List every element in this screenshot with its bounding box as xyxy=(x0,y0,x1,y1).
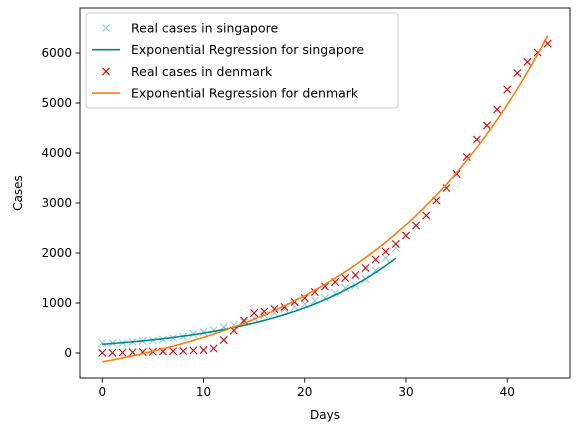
data-point xyxy=(442,184,451,192)
data-point xyxy=(108,348,117,357)
data-point xyxy=(523,58,532,66)
data-point xyxy=(462,153,471,161)
x-tick-label: 30 xyxy=(398,385,413,399)
chart-marks xyxy=(98,35,552,363)
data-point xyxy=(371,255,380,264)
data-point xyxy=(381,254,390,262)
y-tick-label: 3000 xyxy=(41,196,72,210)
legend-label: Exponential Regression for singapore xyxy=(131,42,364,57)
data-point xyxy=(381,247,390,256)
y-axis-title: Cases xyxy=(11,175,25,211)
data-point xyxy=(169,347,178,356)
data-point xyxy=(300,294,309,302)
data-point xyxy=(270,309,279,317)
legend-label: Real cases in denmark xyxy=(131,64,273,79)
data-point xyxy=(371,266,380,275)
y-tick-label: 5000 xyxy=(41,96,72,110)
data-point xyxy=(209,344,218,353)
y-tick-label: 1000 xyxy=(41,296,72,310)
data-point xyxy=(493,105,502,114)
axes: 0 10 20 30 40 0 1000 2000 3000 4000 5000 6000 xyxy=(41,7,571,399)
y-tick-label: 6000 xyxy=(41,46,72,60)
data-point xyxy=(219,336,228,344)
legend: Real cases in singapore Exponential Regre… xyxy=(85,12,399,109)
data-point xyxy=(250,309,259,317)
data-point xyxy=(199,346,208,354)
data-point xyxy=(351,271,360,279)
data-point xyxy=(422,211,431,220)
data-point xyxy=(472,135,481,144)
data-point xyxy=(341,274,350,282)
legend-label: Exponential Regression for denmark xyxy=(131,86,359,101)
y-tick-label: 0 xyxy=(64,346,72,360)
series-line xyxy=(102,35,549,363)
legend-marker xyxy=(102,67,110,76)
axes-frame xyxy=(79,7,571,379)
data-point xyxy=(321,282,329,291)
legend-box xyxy=(85,12,399,109)
data-point xyxy=(361,264,370,272)
data-point xyxy=(179,347,188,355)
data-point xyxy=(412,221,421,230)
data-point xyxy=(513,69,522,77)
data-point xyxy=(98,348,107,357)
data-point xyxy=(503,85,512,94)
data-point xyxy=(189,346,198,355)
series-line xyxy=(102,257,397,346)
data-point xyxy=(482,121,491,130)
data-point xyxy=(118,348,127,357)
data-point xyxy=(391,240,400,248)
data-point xyxy=(402,231,410,240)
x-tick-label: 10 xyxy=(196,385,211,399)
x-tick-label: 40 xyxy=(500,385,515,399)
data-point xyxy=(159,335,168,344)
x-axis-title: Days xyxy=(310,408,340,422)
x-tick-label: 20 xyxy=(297,385,312,399)
legend-marker xyxy=(102,24,110,32)
x-tick-label: 0 xyxy=(98,385,106,399)
y-tick-label: 4000 xyxy=(41,146,72,160)
y-tick-label: 2000 xyxy=(41,246,72,260)
data-point xyxy=(199,328,208,336)
data-point xyxy=(391,244,400,252)
data-point xyxy=(98,339,107,347)
legend-label: Real cases in singapore xyxy=(131,21,278,36)
